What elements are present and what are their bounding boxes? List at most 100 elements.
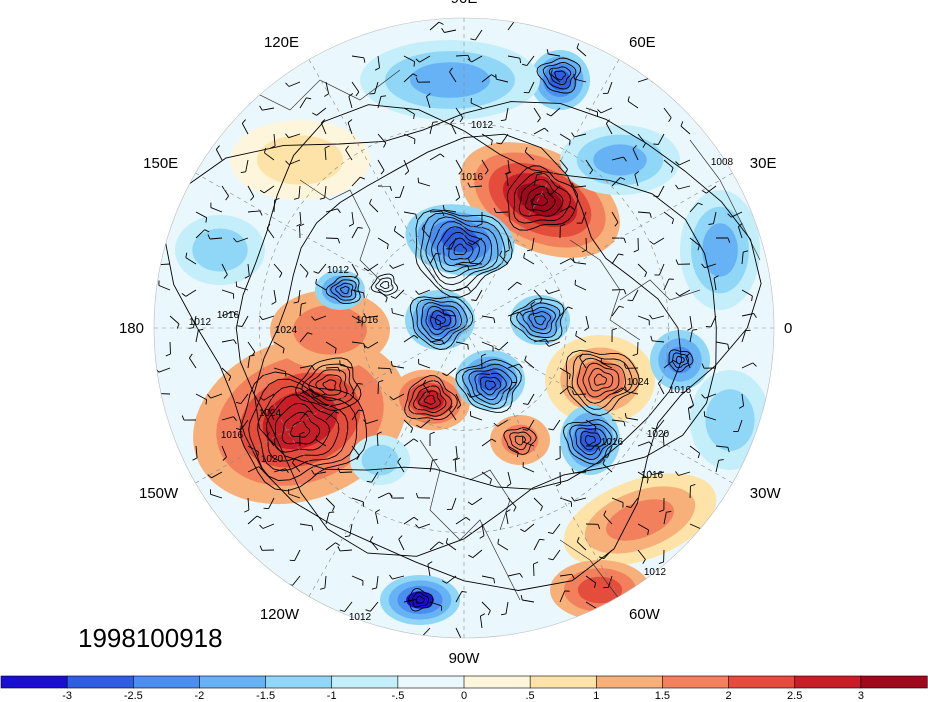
wind-barb-flag bbox=[568, 140, 571, 146]
wind-barb bbox=[351, 341, 364, 345]
wind-barb-flag bbox=[389, 264, 394, 269]
wind-barb-flag bbox=[412, 73, 418, 77]
wind-barb bbox=[377, 55, 380, 68]
wind-barb-flag bbox=[546, 191, 552, 195]
wind-barb bbox=[637, 77, 650, 83]
wind-barb bbox=[325, 411, 335, 421]
wind-barb-flag bbox=[415, 599, 419, 604]
wind-barb bbox=[611, 419, 624, 422]
wind-barb bbox=[314, 315, 327, 321]
wind-barb bbox=[481, 575, 494, 579]
wind-barb-flag bbox=[649, 212, 652, 218]
wind-barb bbox=[632, 148, 639, 161]
colorbar-label: 1.5 bbox=[655, 690, 670, 702]
wind-barb bbox=[470, 185, 483, 188]
isobar bbox=[453, 243, 468, 256]
wind-barb bbox=[263, 185, 275, 194]
wind-barb-flag bbox=[520, 528, 525, 532]
coastline bbox=[619, 279, 701, 301]
wind-barb bbox=[507, 497, 517, 508]
wind-barb-flag bbox=[519, 573, 523, 578]
wind-barb bbox=[548, 289, 561, 295]
anomaly-region bbox=[517, 183, 563, 217]
wind-barb bbox=[611, 211, 619, 223]
wind-barb-flag bbox=[240, 171, 246, 174]
colorbar-label: -1.5 bbox=[256, 690, 275, 702]
wind-barb bbox=[397, 461, 405, 473]
wind-barb-flag bbox=[471, 299, 477, 301]
anomaly-region bbox=[410, 62, 490, 98]
wind-barb bbox=[418, 182, 431, 187]
wind-barb bbox=[403, 334, 415, 343]
wind-barb-flag bbox=[727, 447, 730, 453]
wind-barb-flag bbox=[697, 202, 703, 206]
wind-barb-flag bbox=[389, 574, 393, 580]
wind-barb-flag bbox=[263, 147, 267, 153]
wind-barb bbox=[247, 497, 250, 511]
wind-barb bbox=[369, 540, 379, 551]
wind-barb bbox=[268, 408, 275, 421]
wind-barb-flag bbox=[404, 170, 410, 175]
anomaly-region bbox=[293, 305, 367, 355]
wind-barb-flag bbox=[738, 405, 744, 409]
wind-barb bbox=[392, 312, 405, 317]
wind-barb bbox=[422, 383, 431, 395]
isobar bbox=[335, 282, 354, 298]
wind-barb-flag bbox=[181, 293, 187, 297]
wind-barb-flag bbox=[299, 223, 305, 227]
wind-barb bbox=[481, 471, 492, 480]
wind-barb bbox=[377, 96, 382, 109]
wind-barb bbox=[507, 237, 510, 250]
colorbar-label: 3 bbox=[858, 690, 864, 702]
wind-barb bbox=[585, 419, 597, 427]
wind-barb-flag bbox=[233, 416, 237, 421]
wind-barb-flag bbox=[228, 376, 232, 382]
isobar bbox=[425, 305, 457, 336]
wind-barb-flag bbox=[467, 286, 471, 292]
wind-barb bbox=[657, 133, 665, 145]
wind-barb-flag bbox=[571, 574, 575, 579]
wind-barb bbox=[377, 159, 385, 171]
wind-barb-flag bbox=[671, 219, 675, 225]
wind-barb bbox=[524, 151, 535, 161]
wind-barb-flag bbox=[259, 524, 264, 529]
wind-barb-flag bbox=[491, 74, 496, 78]
wind-barb-flag bbox=[653, 143, 659, 145]
wind-barb bbox=[585, 159, 593, 171]
wind-barb bbox=[652, 315, 665, 320]
wind-barb-flag bbox=[455, 457, 460, 461]
wind-barb bbox=[403, 55, 415, 62]
wind-barb-flag bbox=[279, 272, 283, 278]
wind-barb-flag bbox=[459, 117, 464, 123]
isobar bbox=[672, 352, 689, 369]
wind-barb bbox=[474, 29, 483, 41]
wind-barb bbox=[370, 601, 379, 612]
graticule bbox=[154, 18, 774, 638]
wind-barb-flag bbox=[614, 222, 619, 227]
wind-barb-flag bbox=[378, 379, 384, 383]
wind-barb bbox=[195, 229, 206, 239]
wind-barb-flag bbox=[623, 363, 627, 369]
wind-barb-flag bbox=[427, 561, 433, 565]
wind-barb-flag bbox=[713, 275, 719, 279]
wind-barb bbox=[393, 393, 405, 401]
contour-label: 1024 bbox=[275, 325, 298, 336]
wind-barb-flag bbox=[155, 260, 159, 265]
wind-barb bbox=[340, 364, 353, 369]
wind-barb-flag bbox=[493, 578, 496, 584]
coastline bbox=[469, 469, 511, 531]
wind-barb bbox=[392, 365, 405, 369]
wind-barb bbox=[548, 341, 561, 347]
wind-barb-flag bbox=[547, 531, 553, 535]
isobar bbox=[455, 359, 522, 413]
wind-barb bbox=[605, 123, 613, 135]
wind-barb bbox=[324, 185, 327, 198]
wind-barb-flag bbox=[413, 61, 416, 67]
wind-barb-flag bbox=[339, 609, 345, 612]
anomaly-region bbox=[605, 499, 675, 541]
wind-barb bbox=[533, 497, 543, 507]
wind-barb bbox=[559, 497, 572, 503]
isobar bbox=[423, 395, 436, 405]
wind-barb-flag bbox=[391, 308, 393, 314]
wind-barb bbox=[374, 81, 379, 94]
